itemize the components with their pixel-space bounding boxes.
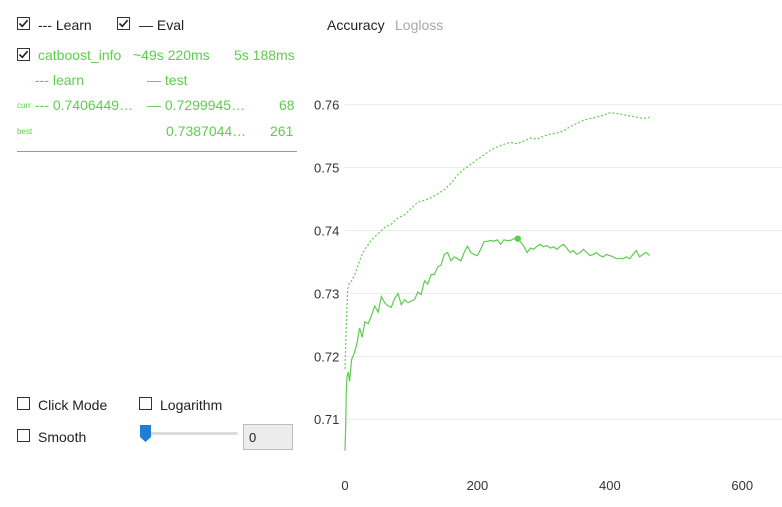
click-mode-checkbox[interactable] xyxy=(17,397,30,410)
test-series-line xyxy=(344,238,651,451)
y-tick-label: 0.75 xyxy=(314,161,339,176)
y-tick-label: 0.71 xyxy=(314,412,339,427)
smooth-slider-track[interactable] xyxy=(140,432,238,435)
eval-legend-label: — Eval xyxy=(139,17,185,33)
learn-series-line xyxy=(344,112,650,369)
test-column-header: — test xyxy=(147,72,188,88)
eval-checkbox[interactable] xyxy=(117,17,130,30)
check-icon xyxy=(118,19,129,28)
x-tick-label: 200 xyxy=(467,478,489,493)
tab-logloss[interactable]: Logloss xyxy=(395,17,444,33)
info-divider xyxy=(17,151,297,152)
run-checkbox[interactable] xyxy=(17,48,30,61)
tab-accuracy[interactable]: Accuracy xyxy=(327,17,385,33)
curr-learn-value: --- 0.7406449… xyxy=(35,97,134,113)
logarithm-checkbox[interactable] xyxy=(139,397,152,410)
check-icon xyxy=(18,50,29,59)
smooth-checkbox[interactable] xyxy=(17,429,30,442)
logarithm-label: Logarithm xyxy=(160,397,223,413)
best-point-marker xyxy=(514,235,522,242)
click-mode-label: Click Mode xyxy=(38,397,108,413)
run-name: catboost_info xyxy=(38,47,122,63)
y-tick-label: 0.73 xyxy=(314,286,339,301)
x-tick-label: 400 xyxy=(599,478,621,493)
curr-test-value: — 0.7299945… xyxy=(147,97,246,113)
learn-checkbox[interactable] xyxy=(17,17,30,30)
smooth-slider-handle[interactable] xyxy=(140,425,151,442)
run-remaining: 5s 188ms xyxy=(234,47,295,63)
smooth-value-input[interactable] xyxy=(243,424,293,450)
y-tick-label: 0.74 xyxy=(314,223,339,238)
best-test-value: 0.7387044… xyxy=(166,123,247,139)
best-iteration: 261 xyxy=(270,123,294,139)
curr-row-label: curr xyxy=(17,101,31,110)
check-icon xyxy=(18,19,29,28)
accuracy-chart[interactable]: 0.71 0.72 0.73 0.74 0.75 0.76 0 200 400 600 xyxy=(300,60,782,507)
curr-iteration: 68 xyxy=(279,97,295,113)
run-elapsed: ~49s 220ms xyxy=(133,47,210,63)
learn-column-header: --- learn xyxy=(35,72,85,88)
x-tick-label: 0 xyxy=(341,478,348,493)
smooth-label: Smooth xyxy=(38,429,87,445)
y-tick-label: 0.76 xyxy=(314,98,339,113)
y-tick-label: 0.72 xyxy=(314,349,339,364)
best-row-label: best xyxy=(17,127,33,136)
x-tick-label: 600 xyxy=(731,478,753,493)
learn-legend-label: --- Learn xyxy=(38,17,92,33)
